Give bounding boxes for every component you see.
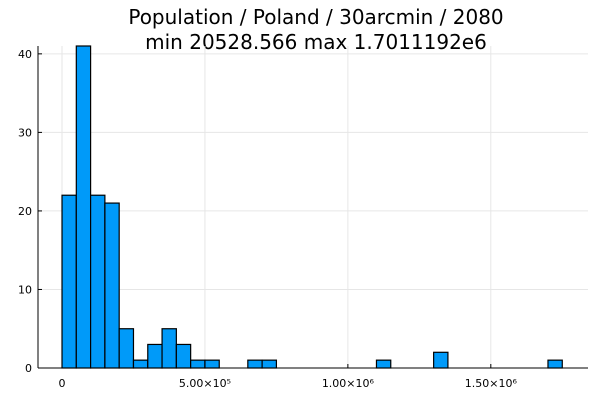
histogram-bar [204,359,220,369]
histogram-bar [147,343,163,369]
x-tick-label: 1.00×10⁶ [322,377,375,390]
y-tick-label: 20 [18,205,32,218]
y-tick-label: 40 [18,48,32,61]
histogram-bar [247,359,263,369]
x-tick-label: 5.00×10⁵ [179,377,231,390]
histogram-bar [61,194,77,369]
y-tick-label: 0 [25,362,32,375]
histogram-bar [261,359,278,369]
chart-title: Population / Poland / 30arcmin / 2080 [128,5,503,29]
histogram-bar [161,328,177,369]
histogram-bar [433,351,449,369]
x-tick-label: 0 [59,377,66,390]
histogram-bar [547,359,563,369]
histogram-bar [118,328,135,369]
histogram-bar [375,359,392,369]
histogram-bar [132,359,149,369]
tick-labels: 0 10 20 30 40 0 5.00×10⁵ 1.00×10⁶ 1.50×10⁶ [18,48,517,390]
x-tick-label: 1.50×10⁶ [465,377,518,390]
bars [61,45,563,369]
y-tick-label: 30 [18,126,32,139]
axes [37,46,588,369]
histogram-bar [175,343,192,369]
histogram-bar [104,202,120,369]
histogram-bar [190,359,206,369]
histogram-bar [89,194,106,369]
chart-subtitle: min 20528.566 max 1.7011192e6 [145,30,487,54]
grid-lines [38,46,588,369]
histogram-bar [75,45,92,369]
y-tick-label: 10 [18,283,32,296]
